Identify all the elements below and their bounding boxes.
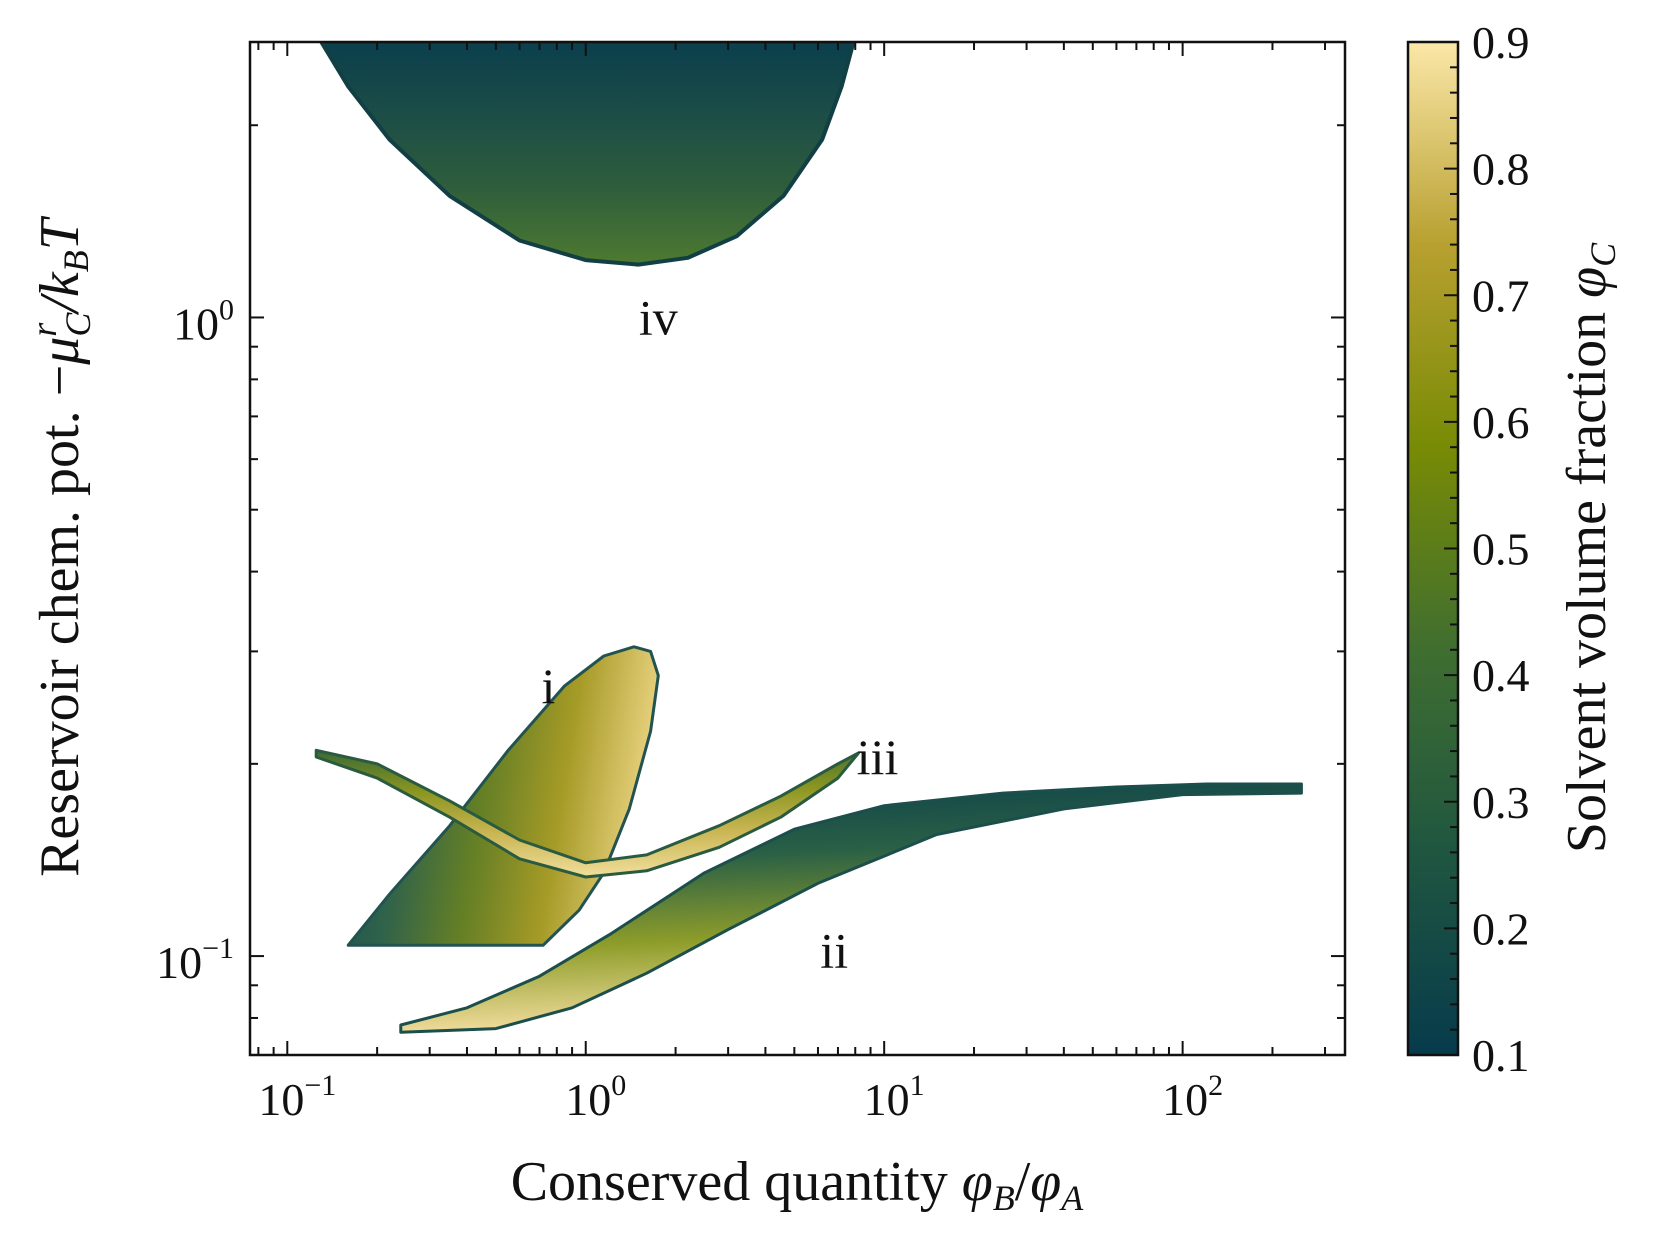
y-axis-sub-c: C xyxy=(58,312,98,337)
y-axis-title-main: Reservoir chem. pot. − xyxy=(29,365,91,877)
x-axis-sub-a: A xyxy=(1059,1178,1084,1218)
x-tick-label-base: 10 xyxy=(565,1074,611,1125)
x-tick-label-exp: 2 xyxy=(1208,1069,1223,1102)
y-tick-label: 10−1 xyxy=(156,932,234,988)
colorbar-tick-label: 0.8 xyxy=(1472,144,1530,195)
x-tick-label-base: 10 xyxy=(258,1074,304,1125)
x-tick-label: 101 xyxy=(864,1069,925,1125)
colorbar-tick-labels: 0.1 0.2 0.3 0.4 0.5 0.6 0.7 0.8 0.9 xyxy=(1472,17,1530,1081)
x-axis-title: Conserved quantity φB/φA xyxy=(511,1151,1085,1218)
region-label-iv: iv xyxy=(639,290,678,346)
colorbar-tick-label: 0.7 xyxy=(1472,270,1530,321)
y-tick-label-base: 10 xyxy=(173,298,219,349)
y-axis-title: Reservoir chem. pot. −μrC/kBT xyxy=(24,215,98,877)
colorbar-tick-label: 0.2 xyxy=(1472,903,1530,954)
region-label-i: i xyxy=(541,658,555,714)
x-tick-label-exp: −1 xyxy=(304,1069,336,1102)
x-axis-title-main: Conserved quantity xyxy=(511,1151,962,1213)
y-axis-rest: /k xyxy=(29,271,91,316)
x-tick-label: 102 xyxy=(1162,1069,1223,1125)
axis-ticks xyxy=(250,42,1345,1056)
y-tick-label-base: 10 xyxy=(156,937,202,988)
regions-layer xyxy=(314,42,1303,1034)
colorbar-tick-label: 0.9 xyxy=(1472,17,1530,68)
x-tick-label: 100 xyxy=(565,1069,626,1125)
colorbar-tick-label: 0.1 xyxy=(1472,1030,1530,1081)
colorbar-sub-c: C xyxy=(1583,242,1623,267)
x-tick-label-exp: 1 xyxy=(910,1069,925,1102)
x-axis-phi-a: φ xyxy=(1030,1151,1061,1213)
x-axis-slash: / xyxy=(1015,1151,1031,1213)
colorbar-title-main: Solvent volume fraction xyxy=(1556,298,1618,853)
x-tick-label-base: 10 xyxy=(864,1074,910,1125)
y-axis-t: T xyxy=(29,215,91,250)
colorbar-ticks xyxy=(1444,41,1458,1056)
y-axis-mu: μ xyxy=(29,337,91,366)
region-iv-shape xyxy=(319,42,856,267)
region-label-ii: ii xyxy=(820,923,848,979)
x-tick-label-base: 10 xyxy=(1162,1074,1208,1125)
y-axis-sub-b: B xyxy=(56,250,96,272)
colorbar-tick-label: 0.3 xyxy=(1472,777,1530,828)
region-iii-shape xyxy=(314,748,860,879)
region-ii-shape xyxy=(399,782,1303,1034)
colorbar-tick-label: 0.6 xyxy=(1472,397,1530,448)
x-tick-label: 10−1 xyxy=(258,1069,336,1125)
y-tick-label-exp: 0 xyxy=(219,293,234,326)
y-axis-sup-r: r xyxy=(24,322,64,337)
plot-frame xyxy=(248,40,1347,1057)
colorbar-tick-label: 0.5 xyxy=(1472,524,1530,575)
region-label-iii: iii xyxy=(857,729,899,785)
region-i-shape xyxy=(346,645,660,947)
colorbar-title: Solvent volume fraction φC xyxy=(1556,242,1623,853)
x-axis-sub-b: B xyxy=(993,1178,1015,1218)
colorbar-phi: φ xyxy=(1556,267,1618,298)
x-axis-phi-b: φ xyxy=(962,1151,993,1213)
colorbar-tick-label: 0.4 xyxy=(1472,650,1530,701)
y-tick-label-exp: −1 xyxy=(202,932,234,965)
x-tick-label-exp: 0 xyxy=(611,1069,626,1102)
y-tick-label: 100 xyxy=(173,293,234,349)
